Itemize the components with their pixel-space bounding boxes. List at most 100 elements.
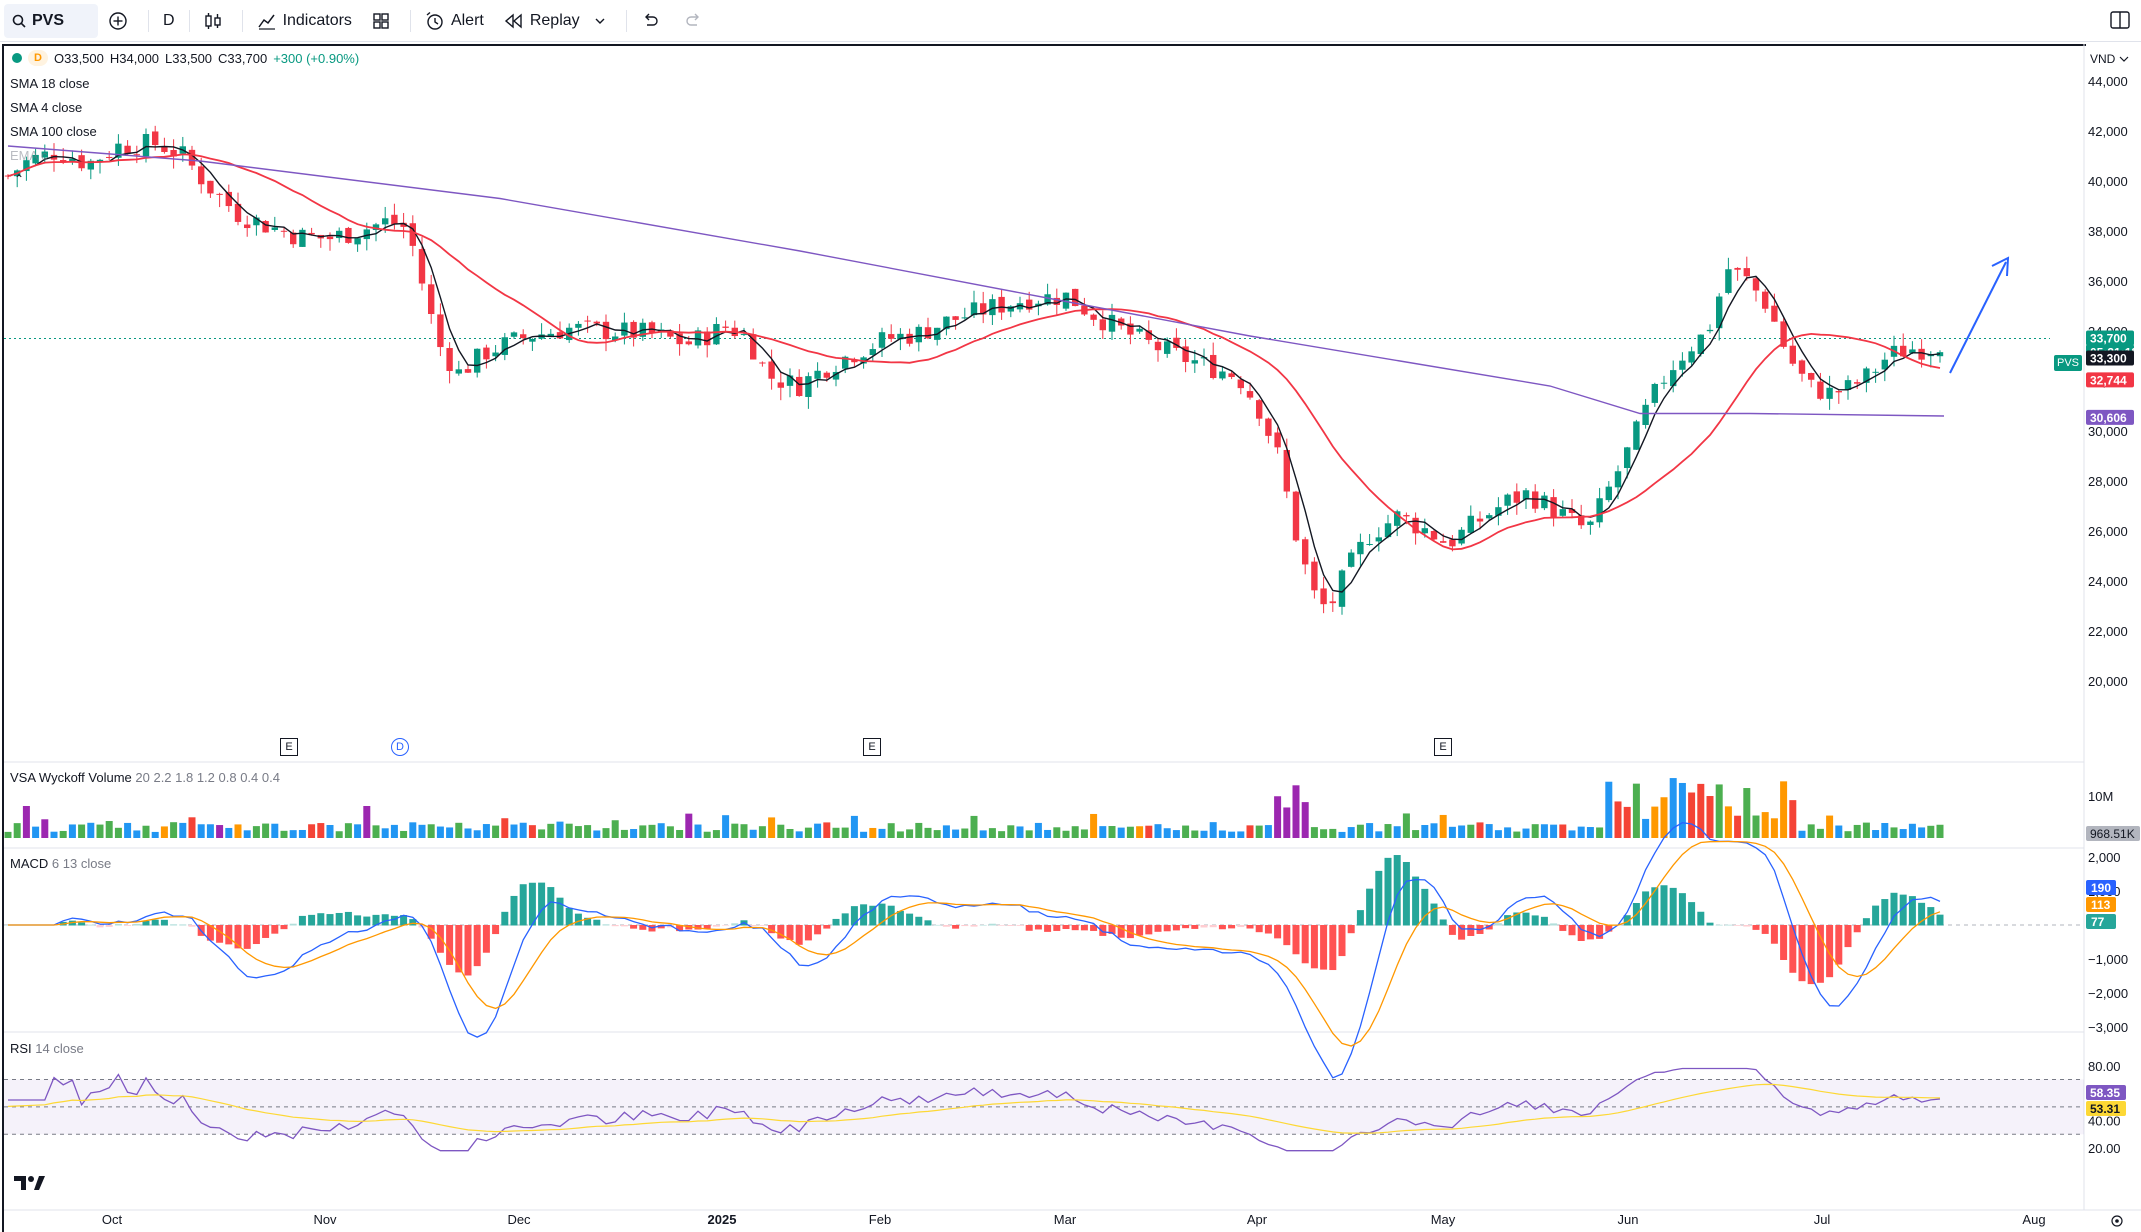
replay-button[interactable]: Replay: [494, 0, 622, 42]
price-axis-label: 42,000: [2088, 124, 2128, 139]
candles-icon: [204, 12, 221, 29]
rsi-ma-tag-text: 53.31: [2090, 1102, 2120, 1116]
chart-frame: [2, 44, 2086, 1232]
hist-value-tag-text: 77: [2091, 915, 2105, 929]
price-axis-label: 44,000: [2088, 74, 2128, 89]
rsi-axis-label: 60.00: [2088, 1086, 2121, 1101]
dividend-marker[interactable]: D: [391, 738, 409, 756]
price-axis-label: 30,000: [2088, 424, 2128, 439]
toolbar-divider: [241, 9, 243, 32]
signal-value-tag: 113: [2086, 897, 2116, 912]
alarm-clock-icon: [426, 11, 443, 30]
macd-value-tag: 190: [2086, 880, 2116, 895]
macd-axis-label: −1,000: [2088, 952, 2128, 967]
ohlc-open: O33,500: [54, 50, 104, 66]
price-axis-label: 22,000: [2088, 624, 2128, 639]
redo-button[interactable]: [675, 0, 719, 42]
layout-button[interactable]: [2109, 10, 2131, 35]
volume-last-tag: 968.51K: [2086, 826, 2140, 841]
ohlc-high: H34,000: [109, 50, 160, 66]
ohlc-low: L33,500: [165, 50, 213, 66]
undo-icon: [644, 13, 658, 26]
toolbar-divider: [148, 9, 149, 32]
replay-label: Replay: [529, 11, 580, 29]
earnings-marker[interactable]: E: [863, 738, 881, 756]
hist-value-tag-bg: [2086, 914, 2116, 929]
price-axis-label: 34,000: [2088, 324, 2128, 339]
plus-circle-icon: [109, 11, 127, 30]
gear-center: [2115, 1219, 2119, 1223]
rsi-axis-label: 20.00: [2088, 1141, 2121, 1156]
sma18-price-tag: 32,744: [2086, 372, 2134, 388]
signal-value-tag-text: 113: [2091, 898, 2111, 912]
rsi-value-tag-text: 58.35: [2090, 1086, 2120, 1100]
indicator-legend-sma100[interactable]: SMA 100 close: [10, 124, 97, 139]
rsi-value-tag-bg: [2086, 1085, 2126, 1100]
countdown-tag-text: 05:31:18: [2090, 346, 2138, 360]
last-price-tag-text: 33,700: [2090, 332, 2127, 346]
collapse-legend-icon[interactable]: ⌃: [14, 172, 25, 186]
volume-tag-bg: [2086, 826, 2140, 841]
alert-button[interactable]: Alert: [415, 0, 494, 42]
sma18-price-tag-text: 32,744: [2090, 373, 2127, 387]
data-badge: D: [28, 50, 48, 66]
indicators-button[interactable]: Indicators: [247, 0, 362, 42]
chart-type-button[interactable]: [194, 0, 238, 42]
indicators-icon: [257, 14, 275, 30]
countdown-tag: 05:31:18: [2086, 344, 2138, 360]
sma100-price-tag-bg: [2086, 409, 2134, 425]
last-price-tag-bg: [2086, 330, 2134, 346]
market-status-icon: [12, 53, 22, 63]
rsi-pane-title[interactable]: RSI 14 close: [10, 1041, 84, 1056]
undo-button[interactable]: [631, 0, 675, 42]
macd-value-tag-text: 190: [2091, 881, 2111, 895]
sma4-price-tag-bg: [2086, 350, 2134, 366]
indicator-legend-sma18[interactable]: SMA 18 close: [10, 76, 90, 91]
chevron-down-icon[interactable]: [594, 17, 606, 25]
macd-value-tag-bg: [2086, 880, 2116, 895]
indicator-legend-sma4[interactable]: SMA 4 close: [10, 100, 83, 115]
price-axis-label: 28,000: [2088, 474, 2128, 489]
volume-tag-text: 968.51K: [2090, 827, 2135, 841]
sma4-price-tag: 33,300: [2086, 350, 2134, 366]
currency-label: VND: [2090, 52, 2116, 66]
sma18-price-tag-bg: [2086, 372, 2134, 388]
interval-label: D: [163, 11, 175, 29]
macd-axis-label: 1,000: [2088, 884, 2121, 899]
toolbar-divider: [188, 9, 190, 32]
macd-axis-label: −2,000: [2088, 986, 2128, 1001]
rsi-value-tag: 58.35: [2086, 1085, 2126, 1100]
volume-pane-title[interactable]: VSA Wyckoff Volume 20 2.2 1.8 1.2 0.8 0.…: [10, 770, 280, 785]
compare-button[interactable]: [98, 0, 144, 42]
search-icon: [12, 14, 26, 28]
price-axis-label: 32,000: [2088, 374, 2128, 389]
price-axis-label: 20,000: [2088, 674, 2128, 689]
currency-selector[interactable]: VND: [2090, 52, 2129, 66]
sma4-price-tag-text: 33,300: [2090, 352, 2127, 366]
macd-pane-title[interactable]: MACD 6 13 close: [10, 856, 112, 871]
last-price-tag: 33,700: [2086, 330, 2134, 346]
indicator-legend-ema[interactable]: EMA c: [10, 148, 48, 163]
layout-icon: [2110, 11, 2130, 29]
toolbar-divider: [625, 9, 627, 32]
settings-gear-icon: [2111, 1215, 2123, 1227]
alert-label: Alert: [450, 11, 484, 29]
volume-axis-label: 10M: [2088, 789, 2113, 804]
macd-axis-label: 2,000: [2088, 850, 2121, 865]
top-toolbar: PVS D Indicators Alert Replay: [0, 0, 2141, 42]
rsi-axis-label: 40.00: [2088, 1114, 2121, 1129]
interval-button[interactable]: D: [153, 0, 185, 42]
templates-button[interactable]: [362, 0, 406, 42]
ohlc-change: +300 (+0.90%): [273, 50, 360, 66]
chevron-down-icon: [2119, 56, 2129, 62]
sma100-price-tag-text: 30,606: [2090, 411, 2127, 425]
sma100-price-tag: 30,606: [2086, 409, 2134, 425]
grid-icon: [373, 12, 389, 29]
indicators-label: Indicators: [282, 11, 352, 29]
symbol-search[interactable]: PVS: [4, 3, 98, 38]
macd-axis-label: −3,000: [2088, 1020, 2128, 1035]
earnings-marker[interactable]: E: [1434, 738, 1452, 756]
rsi-ma-tag-bg: [2086, 1101, 2126, 1116]
rsi-ma-tag: 53.31: [2086, 1101, 2126, 1116]
earnings-marker[interactable]: E: [280, 738, 298, 756]
